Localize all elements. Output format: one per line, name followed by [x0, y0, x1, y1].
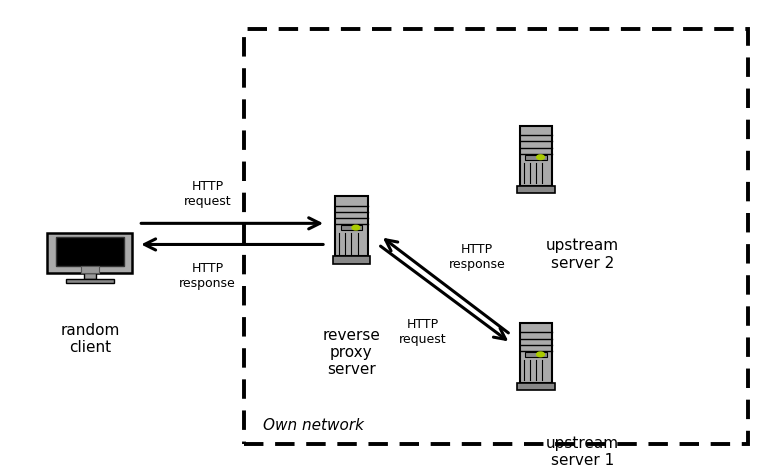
Circle shape — [352, 226, 360, 230]
Bar — [517, 186, 555, 194]
Bar — [244, 30, 747, 444]
Bar — [525, 352, 547, 357]
Bar — [335, 197, 367, 257]
Circle shape — [537, 352, 544, 357]
Bar — [47, 233, 132, 273]
Text: HTTP
response: HTTP response — [179, 261, 236, 289]
Text: HTTP
request: HTTP request — [184, 179, 232, 208]
Bar — [56, 237, 124, 266]
Text: upstream
server 2: upstream server 2 — [546, 238, 618, 270]
Bar — [66, 279, 114, 283]
Bar — [80, 266, 99, 274]
Bar — [340, 226, 362, 231]
Text: Own network: Own network — [263, 417, 364, 432]
Bar — [333, 257, 371, 264]
Text: HTTP
request: HTTP request — [399, 317, 447, 346]
Bar — [84, 273, 96, 279]
Bar — [525, 155, 547, 160]
Text: random
client: random client — [60, 322, 120, 355]
Text: reverse
proxy
server: reverse proxy server — [323, 327, 381, 377]
Bar — [520, 323, 553, 383]
Text: upstream
server 1: upstream server 1 — [546, 435, 618, 467]
Bar — [517, 383, 555, 391]
Text: HTTP
response: HTTP response — [449, 243, 505, 271]
Circle shape — [537, 156, 544, 160]
Bar — [520, 127, 553, 186]
